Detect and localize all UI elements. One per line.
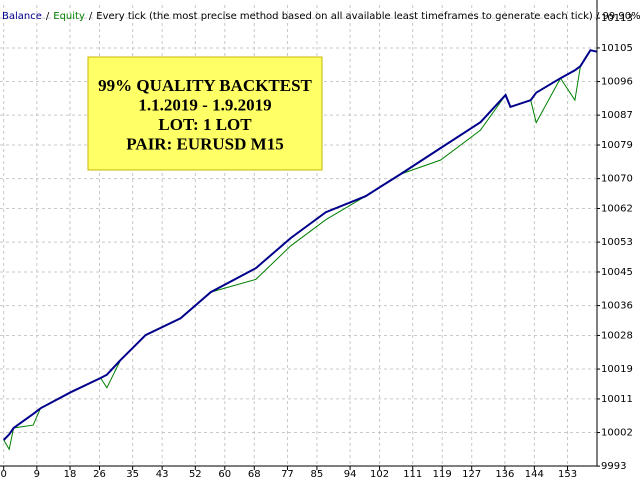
y-tick-label: 10087 [601,110,633,121]
x-tick-label: 153 [558,469,577,480]
y-tick-label: 10062 [601,203,633,214]
annotation-line: LOT: 1 LOT [158,115,252,134]
y-tick-label: 10053 [601,237,633,248]
x-tick-label: 35 [126,469,139,480]
x-tick-label: 111 [403,469,422,480]
x-tick-label: 68 [248,469,261,480]
y-tick-label: 10105 [601,43,633,54]
y-tick-label: 10011 [601,394,633,405]
x-tick-label: 43 [156,469,169,480]
y-tick-label: 10113 [601,13,633,24]
annotation-box [87,56,323,171]
y-tick-label: 10028 [601,330,633,341]
x-tick-label: 60 [218,469,231,480]
separator: / [89,11,93,22]
x-tick-label: 52 [189,469,202,480]
plot [2,49,598,451]
annotation-line: 99% QUALITY BACKTEST [98,76,312,95]
legend-entry: Balance [2,11,42,22]
grid [0,5,597,467]
y-tick-label: 10079 [601,140,633,151]
x-tick-label: 136 [495,469,514,480]
annotation-line: PAIR: EURUSD M15 [126,134,283,153]
x-tick-label: 26 [93,469,106,480]
annotation-line: 1.1.2019 - 1.9.2019 [138,95,271,114]
header: Balance / Equity / Every tick (the most prec… [2,11,640,22]
y-tick-label: 10019 [601,364,633,375]
x-tick-label: 102 [370,469,389,480]
x-tick-label: 127 [462,469,481,480]
x-tick-label: 85 [311,469,324,480]
x-tick-label: 144 [525,469,544,480]
x-tick-label: 18 [64,469,77,480]
legend-entry: Equity [53,11,85,22]
y-tick-label: 10036 [601,301,633,312]
series-line [2,49,598,441]
y-tick-label: 10002 [601,428,633,439]
separator: / [46,11,50,22]
x-tick-label: 0 [0,469,6,480]
x-tick-label: 77 [281,469,294,480]
x-tick-label: 119 [433,469,452,480]
x-tick-label: 94 [344,469,357,480]
y-tick-label: 10070 [601,174,633,185]
y-tick-label: 9993 [601,461,626,472]
y-tick-label: 10096 [601,77,633,88]
axes: 10113 10105 10096 10087 10079 10070 10062 10053… [0,13,632,480]
y-tick-label: 10045 [601,267,633,278]
x-tick-label: 9 [34,469,40,480]
subtitle: Every tick (the most precise method base… [96,11,640,22]
